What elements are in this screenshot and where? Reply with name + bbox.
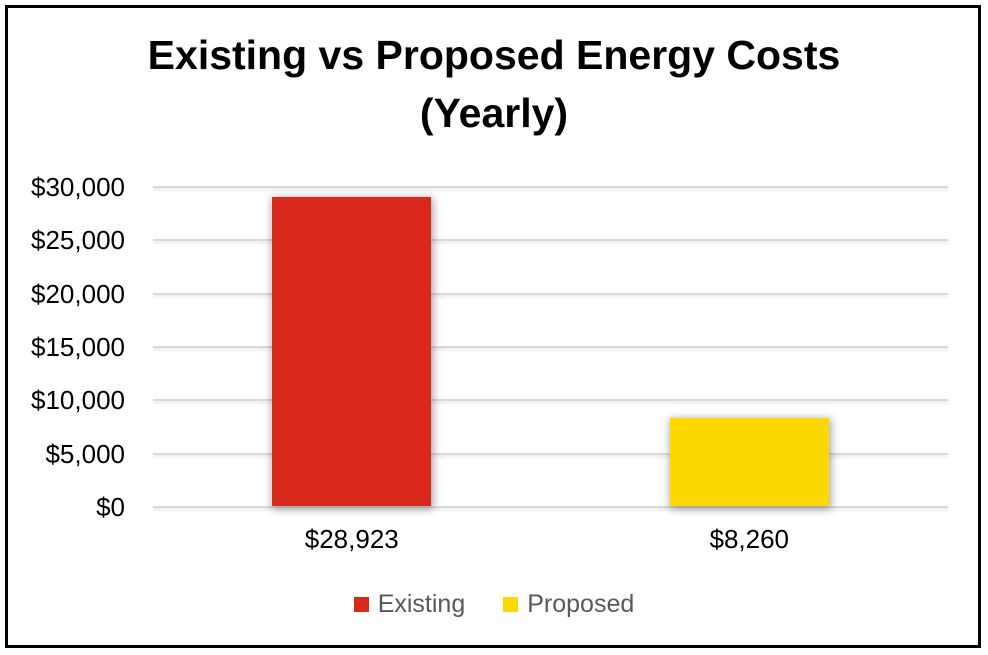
y-axis-tick-label: $20,000 [31,278,125,309]
bar-proposed [669,417,829,506]
legend-swatch-proposed [503,596,519,612]
legend-label-existing: Existing [377,589,466,618]
gridline [153,452,948,455]
bar-value-labels: $28,923 $8,260 [153,521,948,557]
legend: Existing Proposed [0,586,988,622]
y-axis-tick-label: $5,000 [45,438,125,469]
plot-area [153,186,948,508]
gridline [153,292,948,295]
chart-title-line-1: Existing vs Proposed Energy Costs [147,32,841,78]
y-axis: $30,000 $25,000 $20,000 $15,000 $10,000 $5,00… [15,172,125,522]
y-axis-tick-label: $25,000 [31,225,125,256]
gridline [153,506,948,508]
bar-value-label-existing: $28,923 [304,524,399,554]
bar-value-label-proposed: $8,260 [709,524,790,554]
gridline [153,399,948,402]
legend-label-proposed: Proposed [527,589,635,618]
legend-entry-proposed: Proposed [503,590,634,619]
chart-title: Existing vs Proposed Energy Costs (Yearl… [0,26,988,142]
y-axis-tick-label: $30,000 [31,172,125,202]
gridline [153,186,948,188]
legend-swatch-existing [353,596,369,612]
bar-existing [272,197,432,506]
chart-title-line-2: (Yearly) [419,90,569,136]
legend-entry-existing: Existing [353,589,466,619]
gridline [153,346,948,348]
y-axis-tick-label: $15,000 [31,332,125,362]
y-axis-tick-label: $10,000 [31,385,125,416]
gridline [153,239,948,242]
chart-frame-border [5,5,981,648]
y-axis-tick-label: $0 [96,492,125,522]
